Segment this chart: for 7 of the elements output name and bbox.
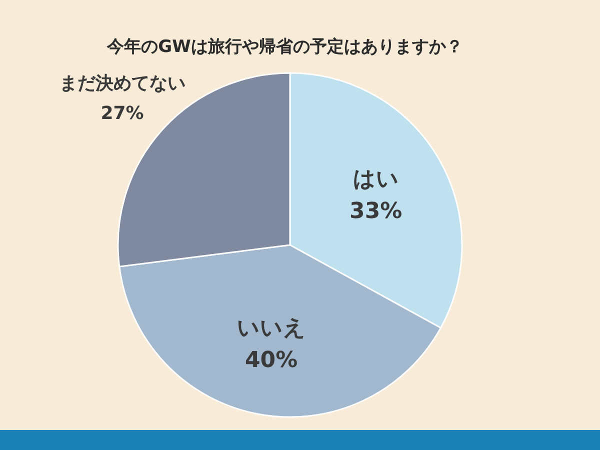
data-label: 27% [100,103,144,124]
chart-title: 今年のGWは旅行や帰省の予定はありますか？ [106,37,463,57]
slice-label: はい [352,167,399,192]
data-label: 40% [244,348,298,373]
data-label: 33% [350,199,402,224]
slice-label: まだ決めてない [59,73,186,94]
slice-label: いいえ [236,316,306,341]
